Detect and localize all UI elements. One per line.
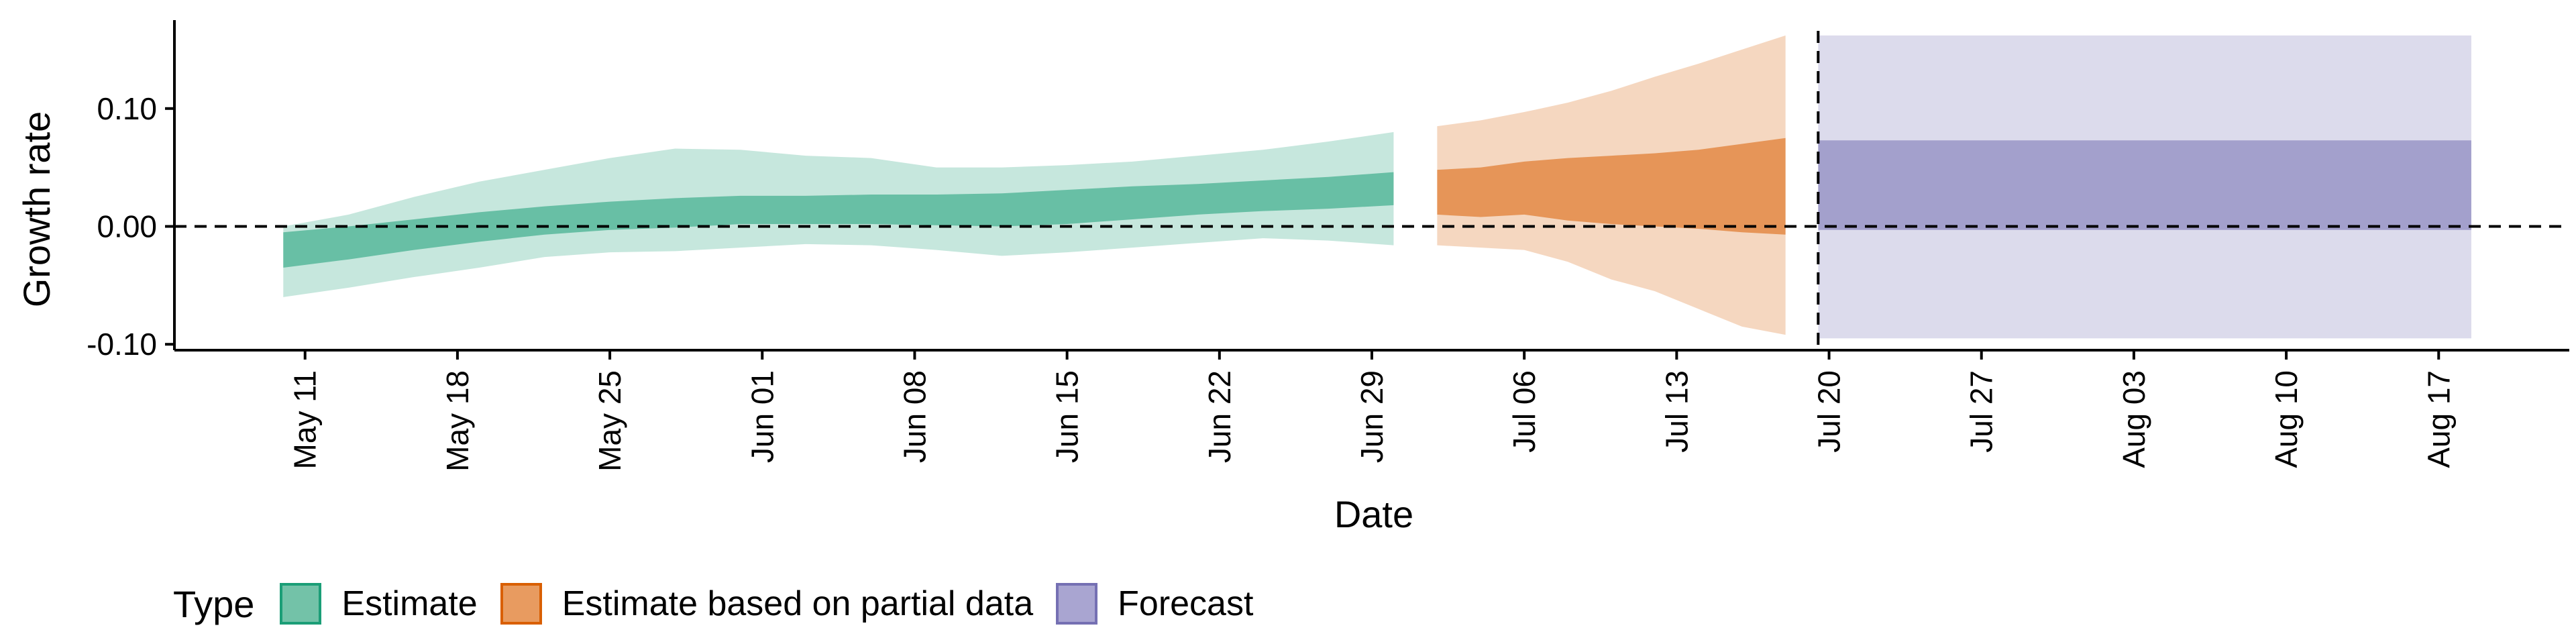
band-50-forecast [1818,140,2471,230]
x-tick-label: May 18 [440,370,475,472]
x-tick-label: Jun 15 [1050,370,1085,463]
reference-lines [174,31,2569,350]
band-50-estimate-based-on-partial-data [1437,138,1786,235]
legend-key-estimate [280,583,322,625]
x-tick-label: Jun 22 [1202,370,1237,463]
x-tick-label: Jun 01 [745,370,780,463]
legend-title: Type [173,582,255,625]
y-tick-label: 0.00 [97,209,157,244]
x-tick-label: Jun 08 [897,370,932,463]
x-tick-label: Jul 20 [1812,370,1847,453]
legend-key-partial [500,583,542,625]
x-tick-label: Jul 13 [1659,370,1694,453]
x-tick-label: May 11 [288,370,323,469]
y-tick-label: 0.10 [97,91,157,126]
x-tick-label: May 25 [592,370,627,472]
legend-key-forecast [1056,583,1098,625]
x-tick-label: Aug 10 [2269,370,2304,468]
legend: Type Estimate Estimate based on partial … [173,574,1276,634]
x-tick-label: Jun 29 [1354,370,1389,463]
x-tick-label: Aug 03 [2116,370,2151,468]
legend-label-partial: Estimate based on partial data [561,584,1034,623]
legend-label-forecast: Forecast [1118,584,1254,623]
legend-label-estimate: Estimate [341,584,478,623]
chart-axes: -0.10 0.00 0.10 May 11 May 18 May 25 Jun 01 Jun… [87,20,2569,472]
x-axis-title: Date [1334,493,1413,535]
x-tick-label: Aug 17 [2421,370,2456,468]
legend-item-estimate: Estimate [280,583,478,625]
legend-item-forecast: Forecast [1056,583,1253,625]
x-tick-label: Jul 27 [1964,370,1999,453]
chart-bands [283,35,2471,339]
x-tick-label: Jul 06 [1507,370,1542,453]
y-tick-label: -0.10 [87,327,157,362]
y-axis-title: Growth rate [15,111,58,308]
legend-item-partial: Estimate based on partial data [500,583,1033,625]
band-50-estimate [283,172,1394,268]
